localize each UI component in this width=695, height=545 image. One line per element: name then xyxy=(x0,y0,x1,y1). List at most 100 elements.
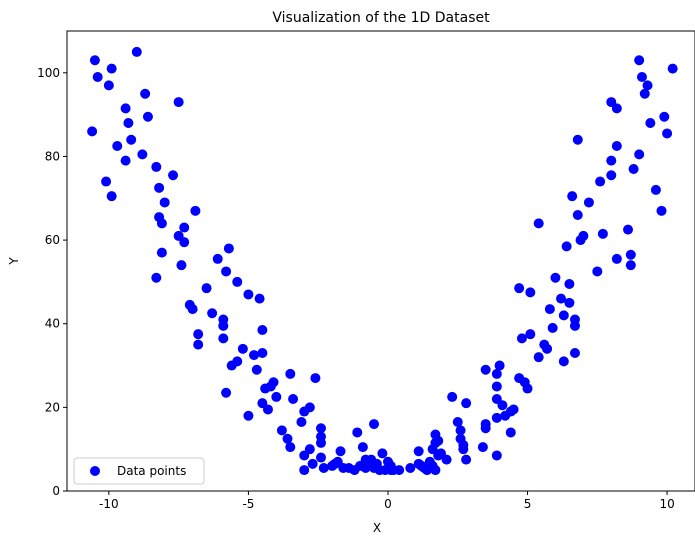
data-point xyxy=(357,442,368,453)
data-point xyxy=(296,417,307,427)
data-point xyxy=(262,404,273,415)
data-point xyxy=(87,126,98,137)
data-point xyxy=(628,164,639,174)
data-point xyxy=(106,191,117,202)
data-point xyxy=(288,394,299,404)
data-point xyxy=(491,381,502,392)
data-point xyxy=(547,322,558,333)
data-point xyxy=(285,368,296,379)
data-point xyxy=(611,253,622,264)
data-point xyxy=(597,228,608,239)
data-point xyxy=(237,343,248,354)
data-point xyxy=(352,427,363,438)
data-point xyxy=(659,111,670,122)
data-point xyxy=(299,465,310,476)
data-point xyxy=(455,425,466,436)
data-point xyxy=(223,243,234,254)
data-point xyxy=(221,266,232,277)
data-point xyxy=(480,364,491,375)
data-point xyxy=(254,293,265,304)
plot-frame xyxy=(66,30,695,492)
data-point xyxy=(159,197,170,208)
data-point xyxy=(572,134,583,145)
data-point xyxy=(564,279,575,289)
data-point xyxy=(405,463,416,473)
data-point xyxy=(154,182,165,193)
data-point xyxy=(441,454,452,465)
data-point xyxy=(533,218,544,229)
data-point xyxy=(592,266,603,277)
data-point xyxy=(578,230,589,241)
data-point xyxy=(558,310,569,321)
data-point xyxy=(156,218,167,229)
data-point xyxy=(120,155,131,166)
data-point xyxy=(477,442,488,453)
y-tick-label: 60 xyxy=(45,233,60,247)
data-point xyxy=(271,391,282,402)
data-point xyxy=(176,260,187,271)
data-point xyxy=(634,55,645,66)
data-point xyxy=(282,433,293,444)
data-point xyxy=(318,463,329,473)
x-tick-label: 0 xyxy=(384,497,392,511)
data-point xyxy=(377,448,388,459)
data-point xyxy=(168,170,179,181)
data-point xyxy=(123,118,134,128)
data-point xyxy=(243,289,254,300)
data-point xyxy=(567,191,578,202)
data-point xyxy=(413,446,424,457)
data-point xyxy=(611,141,622,151)
data-point xyxy=(525,329,536,340)
data-point xyxy=(101,176,112,187)
data-point xyxy=(569,320,580,331)
data-point xyxy=(276,425,287,436)
data-point xyxy=(480,423,491,434)
data-point xyxy=(525,287,536,298)
data-point xyxy=(564,297,575,308)
legend-box xyxy=(73,457,205,485)
data-point xyxy=(639,88,650,99)
data-point xyxy=(611,103,622,114)
data-point xyxy=(207,308,218,319)
data-point xyxy=(106,63,117,74)
data-point xyxy=(634,149,645,160)
data-point xyxy=(315,452,326,463)
legend-label: Data points xyxy=(117,464,186,478)
data-point xyxy=(508,404,519,415)
data-point xyxy=(516,333,527,344)
data-point xyxy=(491,412,502,423)
data-point xyxy=(126,134,137,145)
data-point xyxy=(522,383,533,394)
data-points-group xyxy=(87,46,678,476)
data-point xyxy=(151,272,162,283)
y-tick-label: 80 xyxy=(45,149,60,163)
data-point xyxy=(232,276,243,287)
x-axis-label: X xyxy=(373,521,381,535)
x-tick-label: 10 xyxy=(659,497,674,511)
data-point xyxy=(447,391,458,402)
data-point xyxy=(514,283,525,294)
data-point xyxy=(89,55,100,66)
data-point xyxy=(494,360,505,371)
data-point xyxy=(151,161,162,172)
data-point xyxy=(120,103,131,114)
y-tick-label: 0 xyxy=(52,484,60,498)
data-point xyxy=(458,444,469,455)
data-point xyxy=(187,304,198,315)
data-point xyxy=(142,111,153,122)
data-point xyxy=(595,176,606,187)
data-point xyxy=(645,118,656,128)
data-point xyxy=(394,465,405,476)
x-tick-label: -10 xyxy=(99,497,119,511)
data-point xyxy=(173,97,184,108)
data-point xyxy=(112,141,123,151)
data-point xyxy=(461,398,472,409)
data-point xyxy=(179,222,190,233)
data-point xyxy=(667,63,678,74)
x-tick-label: 5 xyxy=(524,497,532,511)
data-point xyxy=(636,72,647,82)
data-point xyxy=(491,368,502,379)
data-point xyxy=(625,260,636,271)
